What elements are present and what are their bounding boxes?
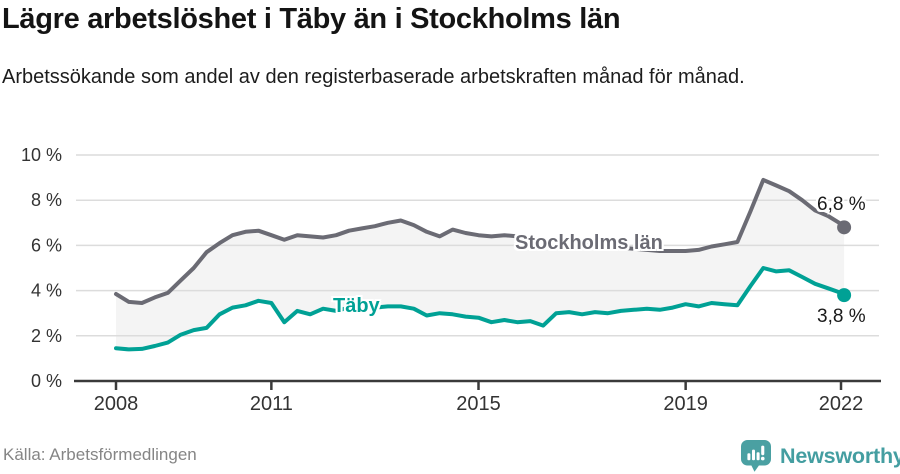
- source-caption: Källa: Arbetsförmedlingen: [3, 445, 197, 464]
- chart-subtitle: Arbetssökande som andel av den registerb…: [2, 66, 745, 88]
- x-tick-label: 2011: [250, 393, 293, 415]
- x-tick-label: 2019: [663, 393, 708, 415]
- series-line-t-by: [114, 266, 847, 352]
- x-tick-label: 2022: [819, 393, 864, 415]
- area-between-series: [116, 179, 845, 350]
- y-tick-label: 4 %: [31, 281, 62, 301]
- newsworthy-logo[interactable]: Newsworthy: [741, 440, 900, 472]
- series-line-stockholms-l-n: [114, 177, 847, 305]
- newsworthy-wordmark: Newsworthy: [780, 444, 900, 468]
- y-tick-label: 0 %: [31, 371, 62, 391]
- end-value-stockholms-lan: 6,8 %: [817, 194, 866, 215]
- newsworthy-logo-icon: [741, 440, 771, 472]
- series-end-dot-stockholms-l-n: [837, 220, 852, 235]
- series-label-stockholms-lan: Stockholms län: [515, 232, 663, 254]
- series-end-dot-t-by: [837, 288, 852, 303]
- x-tick-label: 2008: [94, 393, 139, 415]
- end-value-taby: 3,8 %: [817, 306, 866, 327]
- series-label-taby: Täby: [333, 295, 380, 317]
- y-tick-label: 2 %: [31, 326, 62, 346]
- y-tick-label: 6 %: [31, 235, 62, 255]
- y-tick-label: 8 %: [31, 190, 62, 210]
- chart-title: Lägre arbetslöshet i Täby än i Stockholm…: [2, 3, 621, 35]
- y-tick-label: 10 %: [21, 145, 62, 165]
- x-tick-label: 2015: [456, 393, 501, 415]
